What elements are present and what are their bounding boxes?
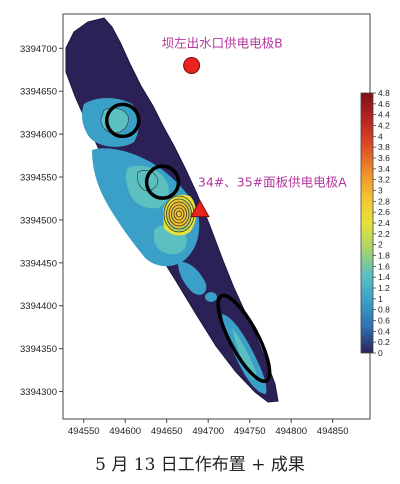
colorbar-tick-label: 0 bbox=[378, 348, 383, 358]
x-tick-label: 494800 bbox=[275, 426, 307, 437]
y-tick-label: 3394400 bbox=[20, 301, 57, 312]
y-tick-label: 3394450 bbox=[20, 258, 57, 269]
colorbar-tick-label: 2.2 bbox=[378, 229, 390, 239]
colorbar-tick-label: 3 bbox=[378, 186, 383, 196]
y-axis-ticks: 3394700 3394650 3394600 3394550 3394500 33944… bbox=[20, 44, 63, 398]
high-resistivity-peak bbox=[163, 194, 196, 236]
x-tick-label: 494700 bbox=[192, 426, 224, 437]
electrode-b-label: 坝左出水口供电电极B bbox=[162, 35, 283, 50]
colorbar-tick-label: 4.8 bbox=[378, 88, 390, 98]
contour-map bbox=[65, 17, 279, 403]
colorbar-tick-label: 4.6 bbox=[378, 99, 390, 109]
y-tick-label: 3394600 bbox=[20, 130, 57, 141]
colorbar-tick-label: 3.4 bbox=[378, 164, 390, 174]
colorbar-tick-label: 4.4 bbox=[378, 110, 390, 120]
y-tick-label: 3394300 bbox=[20, 387, 57, 398]
highlight-ellipse bbox=[216, 293, 272, 383]
x-tick-label: 494600 bbox=[109, 426, 141, 437]
colorbar-tick-label: 4 bbox=[378, 131, 383, 141]
colorbar-tick-label: 2.6 bbox=[378, 207, 390, 217]
colorbar-tick-label: 3.2 bbox=[378, 175, 390, 185]
y-tick-label: 3394350 bbox=[20, 344, 57, 355]
colorbar-tick-label: 0.8 bbox=[378, 305, 390, 315]
anomaly-zone-spot bbox=[205, 292, 217, 302]
y-tick-label: 3394700 bbox=[20, 44, 57, 55]
x-tick-label: 494650 bbox=[151, 426, 183, 437]
colorbar-scale bbox=[360, 92, 374, 354]
y-tick-label: 3394650 bbox=[20, 87, 57, 98]
colorbar-tick-label: 1.8 bbox=[378, 251, 390, 261]
colorbar-tick-label: 0.6 bbox=[378, 316, 390, 326]
colorbar-tick-label: 2.4 bbox=[378, 218, 390, 228]
colorbar-tick-label: 4.2 bbox=[378, 121, 390, 131]
colorbar-tick-label: 2 bbox=[378, 240, 383, 250]
colorbar-tick-label: 3.6 bbox=[378, 153, 390, 163]
anomaly-zone-east-core bbox=[232, 328, 257, 380]
highlight-circle bbox=[144, 164, 181, 200]
electrode-a-marker bbox=[190, 199, 210, 218]
x-tick-label: 494750 bbox=[234, 426, 266, 437]
colorbar-tick-label: 1.4 bbox=[378, 272, 390, 282]
anomaly-zone-lower-tail bbox=[178, 261, 207, 295]
colorbar-tick-label: 1 bbox=[378, 294, 383, 304]
y-tick-label: 3394550 bbox=[20, 173, 57, 184]
colorbar-tick-label: 0.2 bbox=[378, 337, 390, 347]
figure-caption: 5 月 13 日工作布置 + 成果 bbox=[95, 455, 305, 475]
colorbar-tick-label: 3.8 bbox=[378, 142, 390, 152]
electrode-b-marker bbox=[183, 56, 201, 74]
colorbar-tick-label: 1.2 bbox=[378, 283, 390, 293]
colorbar-tick-label: 2.8 bbox=[378, 196, 390, 206]
highlight-circle bbox=[104, 102, 141, 139]
y-tick-label: 3394500 bbox=[20, 215, 57, 226]
electrode-a-label: 34#、35#面板供电电极A bbox=[198, 175, 347, 190]
colorbar-tick-label: 0.4 bbox=[378, 326, 390, 336]
x-axis-ticks: 494550 494600 494650 494700 494750 494800 4948… bbox=[68, 419, 349, 437]
colorbar-tick-label: 1.6 bbox=[378, 261, 390, 271]
colorbar: 4.84.64.44.243.83.63.43.232.82.62.42.221… bbox=[360, 88, 390, 358]
marker-layer: 坝左出水口供电电极B 34#、35#面板供电电极A bbox=[104, 35, 347, 383]
x-tick-label: 494550 bbox=[68, 426, 100, 437]
x-tick-label: 494850 bbox=[317, 426, 349, 437]
